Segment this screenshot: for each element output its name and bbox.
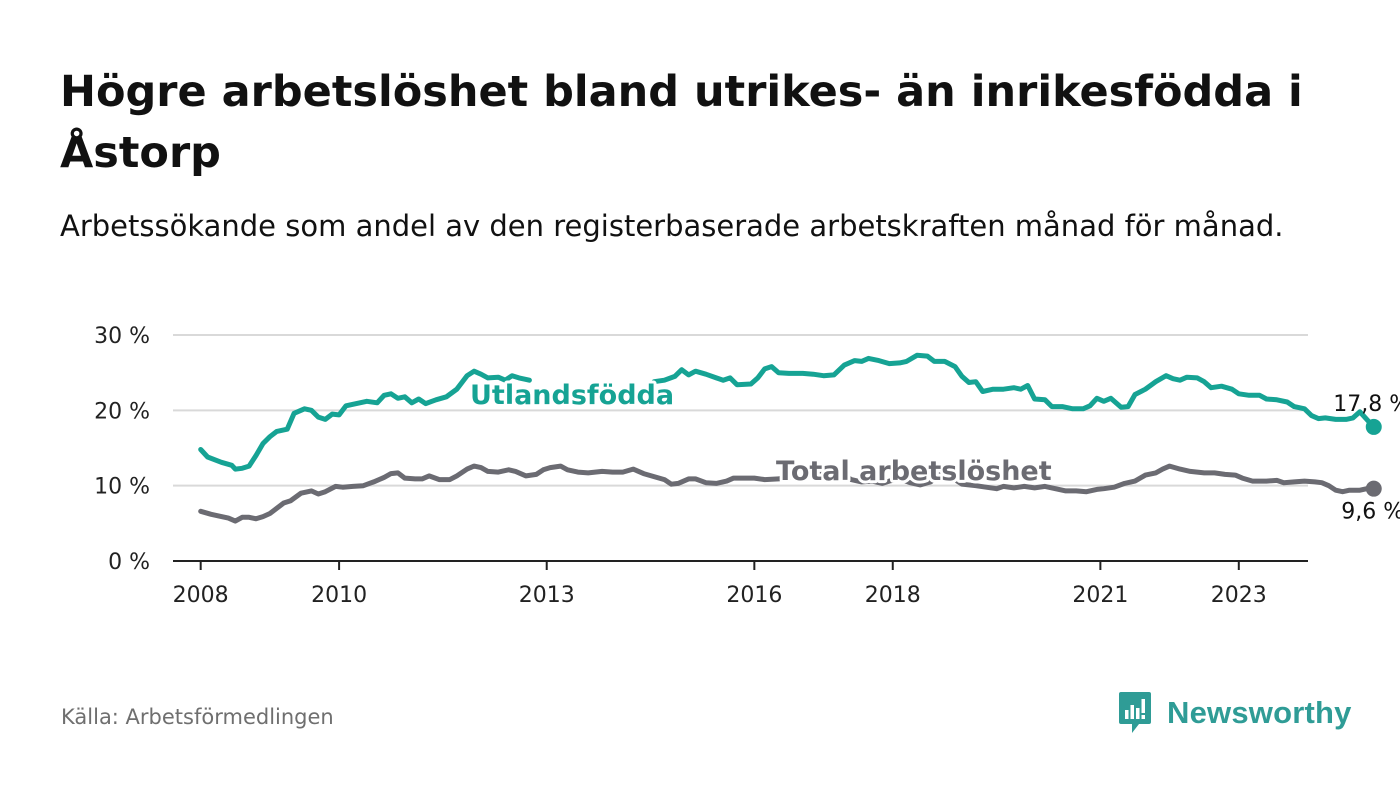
x-tick-label: 2021: [1072, 583, 1128, 608]
chart-title: Högre arbetslöshet bland utrikes- än inr…: [60, 67, 1303, 178]
line-chart: 0 % 10 % 20 % 30 % 2008 2010 2013 2016 2018 2021 2…: [94, 324, 1400, 608]
series-line-total: [198, 463, 1377, 524]
x-tick-label: 2016: [726, 583, 782, 608]
series-label-utlandsfodda: Utlandsfödda: [470, 380, 674, 411]
y-tick-label: 10 %: [94, 475, 150, 500]
x-tick-label: 2023: [1211, 583, 1267, 608]
newsworthy-icon: [1119, 692, 1151, 733]
brand-logo: Newsworthy: [1117, 690, 1352, 736]
series-line-utlandsfodda: [651, 352, 1377, 430]
end-point-utlandsfodda: [1365, 418, 1382, 435]
end-label-total: 9,6 %: [1341, 500, 1400, 525]
chart-subtitle: Arbetssökande som andel av den registerb…: [60, 209, 1284, 243]
x-tick-label: 2013: [519, 583, 575, 608]
x-tick-label: 2018: [865, 583, 921, 608]
series-line-utlandsfodda: [198, 368, 532, 472]
y-tick-label: 30 %: [94, 324, 150, 349]
y-tick-label: 0 %: [108, 550, 150, 575]
x-tick-label: 2008: [173, 583, 229, 608]
source-note: Källa: Arbetsförmedlingen: [61, 705, 334, 729]
y-tick-label: 20 %: [94, 399, 150, 424]
end-point-total: [1365, 480, 1382, 497]
end-label-utlandsfodda: 17,8 %: [1333, 392, 1400, 417]
series-label-total: Total arbetslöshet: [776, 456, 1052, 487]
brand-name: Newsworthy: [1167, 695, 1352, 730]
x-tick-label: 2010: [311, 583, 367, 608]
